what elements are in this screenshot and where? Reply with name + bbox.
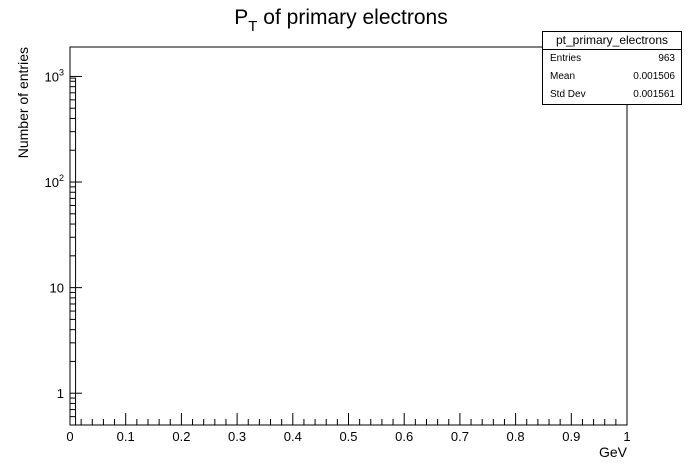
stats-key: Entries [550, 53, 582, 64]
stats-key: Mean [550, 71, 576, 82]
y-tick-label: 102 [45, 173, 64, 190]
histogram-bin [69, 77, 77, 425]
y-axis-ticks [70, 75, 82, 426]
y-tick-label: 1 [57, 386, 64, 401]
x-tick-label: 0.7 [451, 429, 469, 444]
x-tick-label: 0.9 [562, 429, 580, 444]
stats-row-mean: Mean 0.001506 [543, 68, 681, 86]
stats-box: pt_primary_electrons Entries 963 Mean 0.… [542, 31, 682, 105]
y-tick-label: 10 [50, 281, 64, 296]
x-tick-label: 0.4 [284, 429, 302, 444]
histogram-bins [69, 77, 77, 425]
stats-row-entries: Entries 963 [543, 50, 681, 68]
x-tick-label: 0.3 [228, 429, 246, 444]
y-tick-labels: 1 10 102 103 [45, 67, 64, 401]
stats-value: 0.001506 [633, 71, 675, 82]
x-axis-ticks [69, 413, 628, 425]
stats-row-stddev: Std Dev 0.001561 [543, 86, 681, 104]
y-tick-label: 103 [45, 67, 64, 84]
stats-value: 963 [658, 53, 675, 64]
x-tick-label: 0.1 [117, 429, 135, 444]
x-tick-label: 0.5 [339, 429, 357, 444]
x-tick-label: 1 [623, 429, 630, 444]
y-axis-label: Number of entries [15, 47, 31, 158]
chart-title: PT of primary electrons [234, 6, 447, 35]
x-tick-label: 0 [66, 429, 73, 444]
stats-key: Std Dev [550, 89, 586, 100]
x-tick-labels: 0 0.1 0.2 0.3 0.4 0.5 0.6 0.7 0.8 0.9 1 [66, 429, 630, 444]
x-tick-label: 0.6 [395, 429, 413, 444]
stats-value: 0.001561 [633, 89, 675, 100]
stats-title: pt_primary_electrons [543, 32, 681, 50]
x-axis-label: GeV [599, 444, 628, 460]
x-tick-label: 0.2 [172, 429, 190, 444]
x-tick-label: 0.8 [507, 429, 525, 444]
